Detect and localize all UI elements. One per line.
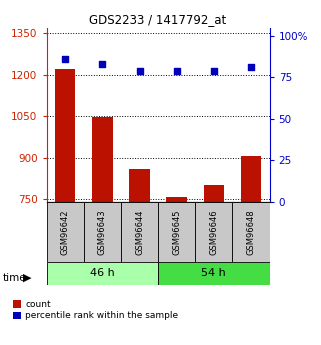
Bar bbox=[129, 169, 150, 345]
Bar bbox=[204, 185, 224, 345]
Point bbox=[248, 65, 254, 70]
Bar bbox=[84, 202, 121, 262]
Legend: count, percentile rank within the sample: count, percentile rank within the sample bbox=[13, 300, 178, 321]
Bar bbox=[47, 262, 158, 285]
Point bbox=[211, 68, 216, 73]
Bar bbox=[195, 202, 232, 262]
Text: ▶: ▶ bbox=[23, 273, 31, 282]
Bar bbox=[167, 197, 187, 345]
Text: 54 h: 54 h bbox=[202, 268, 226, 278]
Bar bbox=[158, 262, 270, 285]
Bar bbox=[241, 156, 261, 345]
Bar bbox=[232, 202, 270, 262]
Text: GSM96644: GSM96644 bbox=[135, 209, 144, 255]
Bar bbox=[47, 202, 84, 262]
Bar bbox=[158, 202, 195, 262]
Text: GSM96643: GSM96643 bbox=[98, 209, 107, 255]
Text: time: time bbox=[3, 273, 26, 283]
Bar bbox=[55, 69, 75, 345]
Bar bbox=[92, 117, 113, 345]
Text: GSM96642: GSM96642 bbox=[61, 209, 70, 255]
Text: GSM96646: GSM96646 bbox=[209, 209, 218, 255]
Point bbox=[63, 56, 68, 62]
Text: GSM96648: GSM96648 bbox=[247, 209, 256, 255]
Point bbox=[174, 68, 179, 73]
Point bbox=[137, 68, 142, 73]
Text: GSM96645: GSM96645 bbox=[172, 209, 181, 255]
Bar bbox=[121, 202, 158, 262]
Title: GDS2233 / 1417792_at: GDS2233 / 1417792_at bbox=[90, 13, 227, 27]
Text: 46 h: 46 h bbox=[90, 268, 115, 278]
Point bbox=[100, 61, 105, 67]
